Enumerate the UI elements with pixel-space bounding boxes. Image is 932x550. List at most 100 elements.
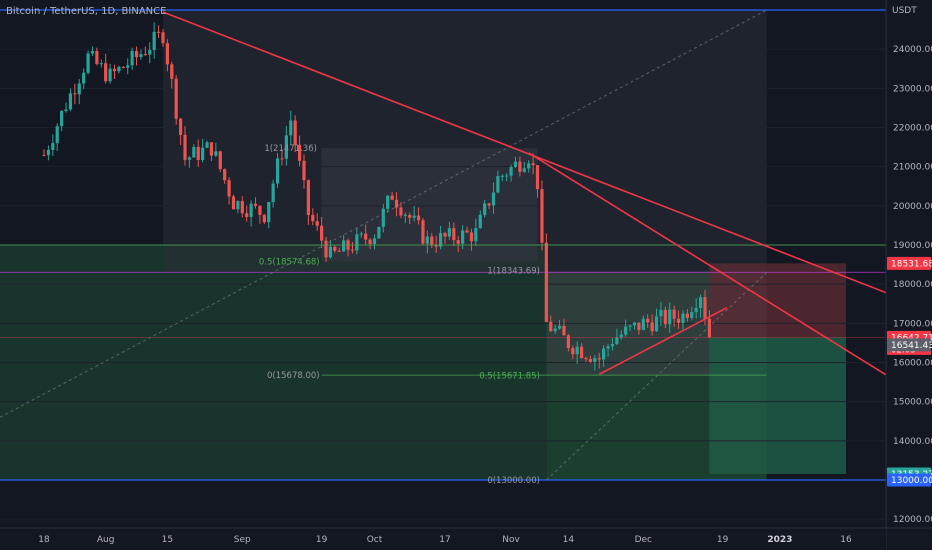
candle[interactable] [104,53,108,84]
candle[interactable] [637,322,641,335]
candle[interactable] [196,139,200,168]
candle[interactable] [51,134,55,156]
candle[interactable] [179,117,183,146]
candle[interactable] [161,29,165,47]
candle[interactable] [46,145,51,161]
candle[interactable] [258,205,262,224]
candle[interactable] [619,330,623,340]
candle[interactable] [95,47,99,66]
candle[interactable] [522,162,526,173]
candle[interactable] [478,210,482,229]
candle[interactable] [152,22,156,59]
candle[interactable] [509,164,513,182]
candle[interactable] [421,218,425,246]
candle[interactable] [42,149,46,157]
candle[interactable] [262,214,266,225]
candle[interactable] [685,309,689,322]
candle[interactable] [676,310,681,329]
trendline-downtrend-2[interactable] [528,152,895,381]
candle[interactable] [571,345,575,360]
candle[interactable] [641,315,645,331]
candle[interactable] [227,177,231,205]
candle[interactable] [698,294,703,318]
candle[interactable] [315,213,319,231]
candle[interactable] [187,156,192,168]
candle[interactable] [562,318,566,336]
candle[interactable] [311,208,315,226]
candle[interactable] [491,182,496,214]
candle[interactable] [381,204,385,233]
candle[interactable] [306,179,310,225]
candle[interactable] [452,222,456,246]
candle[interactable] [681,310,685,330]
candle[interactable] [650,314,654,336]
candle[interactable] [223,168,227,184]
candle[interactable] [350,242,355,254]
candle[interactable] [557,319,562,330]
candle[interactable] [130,47,134,70]
candle[interactable] [443,231,447,244]
candle[interactable] [253,197,258,209]
candle[interactable] [575,341,579,364]
candle[interactable] [610,337,615,351]
time-axis[interactable]: 18 Aug 15 Sep 19 Oct 17 Nov 14 Dec 19 2023 16 [0,527,932,550]
candle[interactable] [465,226,469,234]
candle[interactable] [324,236,328,263]
candle[interactable] [245,205,249,222]
candle[interactable] [425,230,429,254]
price-tag-0[interactable]: 18531.68 [887,256,932,270]
candle[interactable] [500,174,504,182]
candle[interactable] [628,324,632,332]
candle[interactable] [236,200,240,214]
candle[interactable] [588,355,593,364]
candle[interactable] [390,191,394,201]
candle[interactable] [487,202,491,210]
candle[interactable] [593,354,597,371]
candle[interactable] [240,196,244,218]
candle[interactable] [412,205,416,222]
candle[interactable] [394,192,399,217]
price-tag-2[interactable]: 16541.43 [887,338,932,352]
candle[interactable] [148,42,152,64]
candle[interactable] [553,324,557,335]
candle[interactable] [201,138,205,163]
candle[interactable] [267,201,271,229]
candle[interactable] [447,221,452,240]
candle[interactable] [496,170,500,194]
candle[interactable] [434,235,438,253]
candle[interactable] [342,235,346,252]
candle[interactable] [320,216,324,249]
candle[interactable] [64,102,68,113]
candle[interactable] [126,58,130,75]
candle[interactable] [540,180,544,251]
candle[interactable] [408,212,412,225]
candle[interactable] [602,344,606,367]
candle[interactable] [231,194,236,210]
candle[interactable] [60,110,64,132]
candle[interactable] [544,233,548,323]
candle[interactable] [289,110,293,145]
candle[interactable] [355,228,359,255]
candle[interactable] [82,68,86,90]
candle[interactable] [580,343,584,359]
candle[interactable] [668,302,672,333]
candle[interactable] [333,245,337,253]
candle[interactable] [359,231,363,238]
candle[interactable] [165,39,169,72]
candle[interactable] [531,153,535,175]
candle[interactable] [399,202,403,219]
candle[interactable] [68,88,73,112]
candle[interactable] [377,226,381,239]
candle[interactable] [218,150,222,172]
candle[interactable] [364,224,368,246]
candle[interactable] [108,63,112,84]
candle[interactable] [337,247,341,252]
candle[interactable] [174,75,178,125]
candle[interactable] [112,64,117,79]
trendline-downtrend-1[interactable] [162,11,895,297]
candle[interactable] [143,46,147,56]
candle[interactable] [293,115,297,153]
candle[interactable] [403,212,407,223]
candle[interactable] [205,140,209,149]
